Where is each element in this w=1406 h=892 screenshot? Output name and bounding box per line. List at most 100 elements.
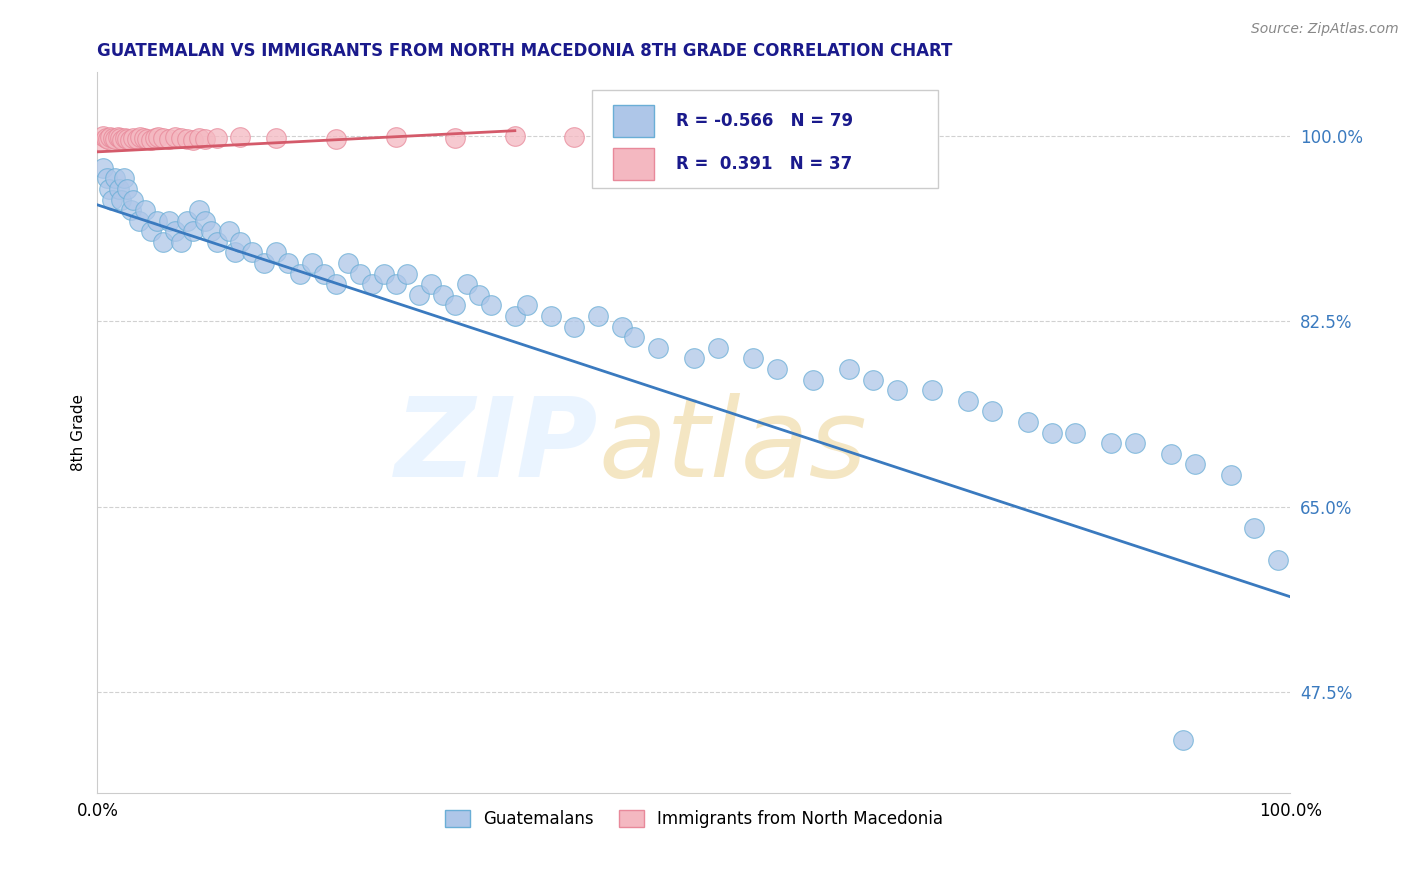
Point: [148, 130, 170, 145]
Point: [540, 309, 562, 323]
Point: [132, 131, 155, 145]
Point: [143, 131, 166, 145]
Y-axis label: 8th Grade: 8th Grade: [72, 394, 86, 471]
Point: [176, 213, 198, 227]
Point: [163, 130, 186, 145]
Point: [1219, 467, 1241, 482]
Point: [205, 235, 228, 249]
Point: [957, 393, 980, 408]
Point: [1017, 415, 1039, 429]
Point: [564, 130, 586, 145]
Point: [384, 277, 406, 292]
Text: R =  0.391   N = 37: R = 0.391 N = 37: [676, 155, 852, 173]
Point: [115, 182, 138, 196]
Point: [647, 341, 669, 355]
Point: [107, 130, 129, 145]
Point: [588, 309, 610, 323]
Point: [349, 267, 371, 281]
Point: [163, 224, 186, 238]
Point: [766, 362, 789, 376]
Point: [253, 256, 276, 270]
Point: [503, 309, 526, 323]
Point: [194, 213, 217, 227]
Point: [682, 351, 704, 366]
Point: [706, 341, 728, 355]
Point: [112, 171, 135, 186]
Point: [157, 213, 180, 227]
Point: [1160, 447, 1182, 461]
Point: [264, 245, 287, 260]
Point: [862, 373, 884, 387]
Point: [612, 319, 634, 334]
Point: [90, 134, 112, 148]
Point: [200, 224, 222, 238]
Point: [288, 267, 311, 281]
Point: [373, 267, 395, 281]
Point: [264, 131, 287, 145]
Point: [170, 235, 193, 249]
Point: [444, 298, 467, 312]
Point: [921, 383, 943, 397]
Point: [122, 193, 145, 207]
Point: [129, 130, 152, 145]
Point: [134, 203, 156, 218]
Text: ZIP: ZIP: [395, 393, 599, 500]
Point: [444, 131, 467, 145]
Point: [479, 298, 502, 312]
Point: [623, 330, 645, 344]
Point: [360, 277, 382, 292]
Point: [205, 131, 228, 145]
Point: [1267, 552, 1289, 566]
Point: [96, 171, 118, 186]
Point: [100, 193, 122, 207]
Point: [128, 213, 150, 227]
Point: [139, 133, 162, 147]
Point: [224, 245, 246, 260]
Point: [981, 404, 1004, 418]
Bar: [613, 105, 654, 137]
Point: [229, 130, 252, 145]
Point: [110, 193, 132, 207]
Point: [122, 131, 145, 145]
Point: [325, 277, 347, 292]
Point: [503, 128, 526, 143]
Point: [277, 256, 299, 270]
Point: [111, 133, 134, 147]
Point: [432, 288, 454, 302]
Text: Source: ZipAtlas.com: Source: ZipAtlas.com: [1251, 22, 1399, 37]
Point: [456, 277, 478, 292]
Point: [312, 267, 335, 281]
Point: [1243, 521, 1265, 535]
Point: [194, 132, 217, 146]
Point: [170, 131, 193, 145]
Point: [94, 131, 117, 145]
Text: GUATEMALAN VS IMMIGRANTS FROM NORTH MACEDONIA 8TH GRADE CORRELATION CHART: GUATEMALAN VS IMMIGRANTS FROM NORTH MACE…: [97, 42, 953, 60]
Point: [886, 383, 908, 397]
Point: [1064, 425, 1087, 440]
Point: [838, 362, 860, 376]
Point: [301, 256, 323, 270]
Point: [468, 288, 491, 302]
Point: [420, 277, 443, 292]
Point: [120, 203, 142, 218]
Point: [100, 130, 122, 145]
Point: [1099, 436, 1122, 450]
Point: [157, 132, 180, 146]
Point: [408, 288, 430, 302]
Point: [108, 182, 131, 196]
Point: [801, 373, 824, 387]
Point: [229, 235, 252, 249]
Point: [564, 319, 586, 334]
Point: [384, 130, 406, 145]
Text: atlas: atlas: [599, 393, 868, 500]
Point: [187, 131, 209, 145]
Point: [181, 133, 204, 147]
Point: [101, 131, 124, 145]
Point: [516, 298, 538, 312]
Point: [187, 203, 209, 218]
Point: [181, 224, 204, 238]
Point: [152, 235, 174, 249]
Point: [115, 132, 138, 146]
Point: [325, 132, 347, 146]
Point: [742, 351, 765, 366]
